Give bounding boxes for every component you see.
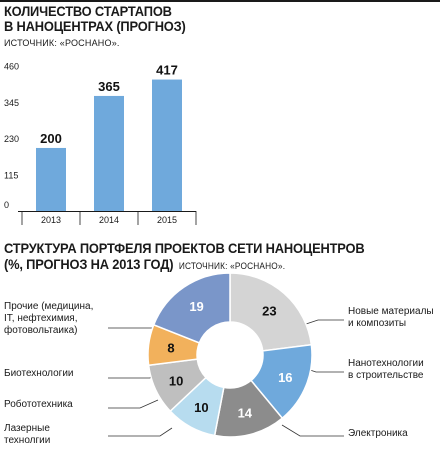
bar-chart-source: ИСТОЧНИК: «РОСНАНО». xyxy=(4,38,120,48)
donut-chart-title-line1: СТРУКТУРА ПОРТФЕЛЯ ПРОЕКТОВ СЕТИ НАНОЦЕН… xyxy=(4,240,365,256)
y-tick-label: 115 xyxy=(4,170,18,180)
legend-label-laser: Лазерные технолгии xyxy=(4,423,50,447)
bar-value-label: 417 xyxy=(156,63,178,78)
x-tick-label: 2014 xyxy=(99,215,119,225)
bar-chart-title-line1: КОЛИЧЕСТВО СТАРТАПОВ xyxy=(4,3,172,19)
slice-value-label: 10 xyxy=(194,400,208,415)
legend-label-laser-line1: Лазерные xyxy=(4,423,50,434)
leader-line xyxy=(108,427,173,437)
donut-slice xyxy=(152,272,231,344)
y-tick-label: 345 xyxy=(4,98,19,108)
legend-label-electronics: Электроника xyxy=(348,428,408,440)
legend-label-laser-line2: технолгии xyxy=(4,435,51,446)
bar-chart-title: КОЛИЧЕСТВО СТАРТАПОВ В НАНОЦЕНТРАХ (ПРОГ… xyxy=(4,4,280,34)
bar xyxy=(152,79,182,211)
donut-slice xyxy=(229,272,313,352)
legend-label-robotics: Робототехника xyxy=(4,399,73,411)
y-tick-label: 230 xyxy=(4,134,19,144)
legend-label-other: Прочие (медицина, IT, нефтехимия, фотово… xyxy=(4,301,93,337)
slice-value-label: 8 xyxy=(167,341,174,356)
slice-value-label: 14 xyxy=(238,406,253,421)
leader-line xyxy=(108,374,153,379)
legend-label-other-line2: IT, нефтехимия, xyxy=(4,313,78,324)
leader-line xyxy=(281,424,344,437)
x-tick-label: 2015 xyxy=(157,215,177,225)
top-rule xyxy=(0,0,440,2)
legend-label-construction: Нанотехнологии в строительстве xyxy=(348,358,424,382)
legend-label-robotics-line1: Робототехника xyxy=(4,399,73,410)
legend-label-construction-line2: в строительстве xyxy=(348,370,424,381)
slice-value-label: 23 xyxy=(262,303,276,318)
legend-label-new-materials-line2: и композиты xyxy=(348,318,407,329)
donut-chart-title-line2: (%, ПРОГНОЗ НА 2013 ГОД) xyxy=(4,256,174,272)
legend-label-other-line3: фотовольтаика) xyxy=(4,325,78,336)
slice-value-label: 10 xyxy=(169,373,183,388)
bar xyxy=(94,95,124,211)
x-tick-label: 2013 xyxy=(41,215,61,225)
slice-value-label: 19 xyxy=(189,299,203,314)
bar-value-label: 365 xyxy=(98,79,120,94)
legend-label-construction-line1: Нанотехнологии xyxy=(348,358,424,369)
bar xyxy=(36,147,66,211)
y-tick-label: 460 xyxy=(4,62,19,72)
legend-label-bio: Биотехнологии xyxy=(4,368,74,380)
legend-label-other-line1: Прочие (медицина, xyxy=(4,301,94,312)
legend-label-bio-line1: Биотехнологии xyxy=(4,368,74,379)
bar-value-label: 200 xyxy=(40,131,62,146)
donut-chart-source: ИСТОЧНИК: «РОСНАНО». xyxy=(178,261,286,271)
leader-line xyxy=(108,399,159,409)
donut-chart-header: СТРУКТУРА ПОРТФЕЛЯ ПРОЕКТОВ СЕТИ НАНОЦЕН… xyxy=(4,240,444,274)
bar-chart-title-line2: В НАНОЦЕНТРАХ (ПРОГНОЗ) xyxy=(4,18,186,34)
leader-line xyxy=(309,369,344,373)
y-tick-label: 0 xyxy=(4,200,9,210)
legend-label-electronics-line1: Электроника xyxy=(348,428,408,439)
legend-label-new-materials: Новые материалы и композиты xyxy=(348,306,434,330)
legend-label-new-materials-line1: Новые материалы xyxy=(348,306,434,317)
bar-chart: 0 115 230 345 460 200 365 417 2013 2014 2015 xyxy=(4,62,197,225)
slice-value-label: 16 xyxy=(278,370,292,385)
